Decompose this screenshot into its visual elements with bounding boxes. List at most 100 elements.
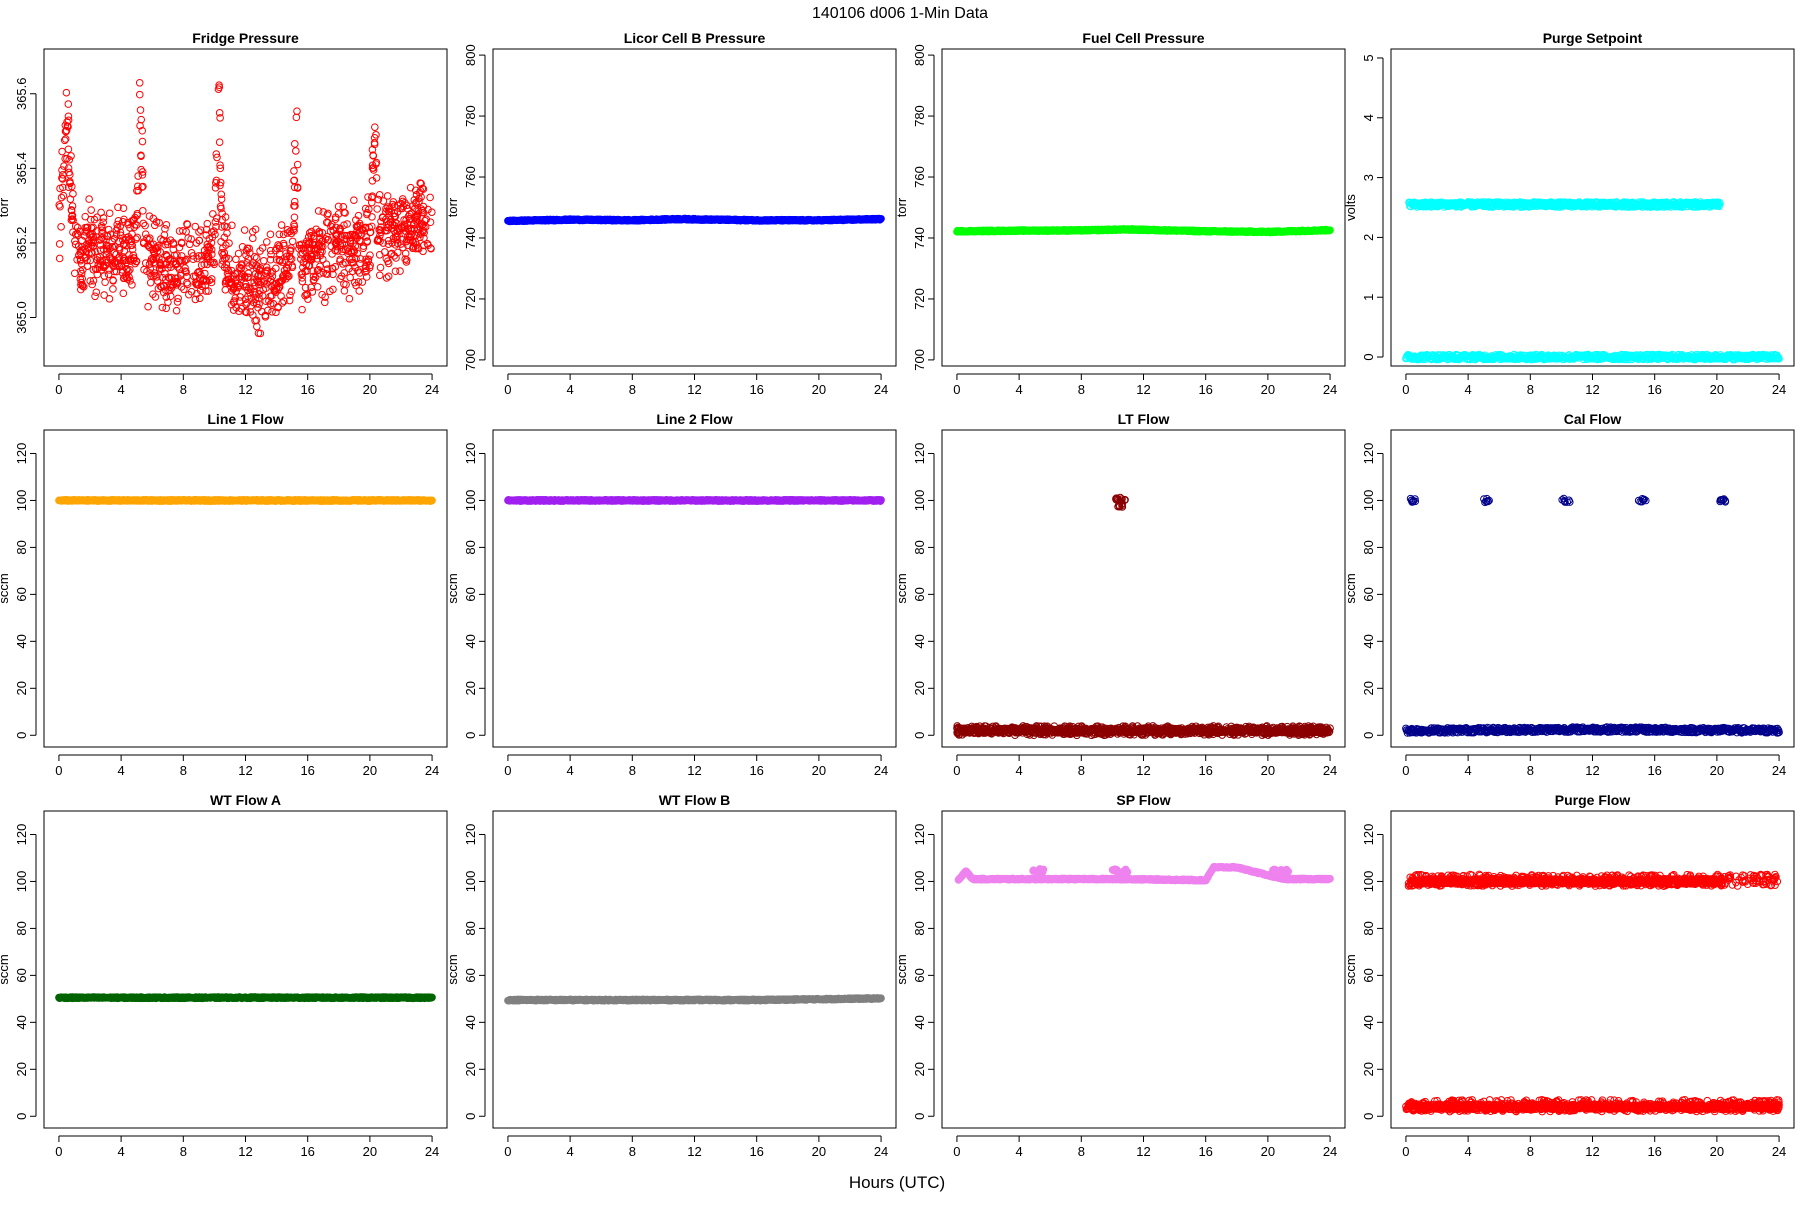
y-tick-label: 720 bbox=[463, 288, 478, 310]
data-point bbox=[135, 173, 142, 180]
y-tick-label: 100 bbox=[14, 490, 29, 512]
y-tick-label: 740 bbox=[912, 227, 927, 249]
data-point bbox=[293, 114, 300, 121]
panel-title: Licor Cell B Pressure bbox=[624, 30, 766, 46]
data-point bbox=[136, 91, 143, 98]
data-point bbox=[249, 235, 256, 242]
y-tick-label: 120 bbox=[14, 443, 29, 465]
data-point bbox=[59, 148, 66, 155]
data-point bbox=[67, 171, 74, 178]
data-point bbox=[429, 497, 436, 504]
data-point bbox=[267, 231, 274, 238]
x-tick-label: 4 bbox=[567, 382, 574, 397]
data-point bbox=[385, 273, 392, 280]
data-point bbox=[58, 194, 65, 201]
data-point bbox=[258, 308, 265, 315]
data-point bbox=[134, 234, 141, 241]
x-tick-label: 24 bbox=[425, 763, 439, 778]
x-tick-label: 8 bbox=[1078, 382, 1085, 397]
x-tick-label: 4 bbox=[118, 382, 125, 397]
figure-title: 140106 d006 1-Min Data bbox=[812, 5, 988, 22]
x-tick-label: 24 bbox=[1772, 382, 1786, 397]
x-tick-label: 0 bbox=[504, 382, 511, 397]
data-point bbox=[102, 279, 109, 286]
data-point bbox=[291, 214, 298, 221]
panel-title: Fuel Cell Pressure bbox=[1082, 30, 1204, 46]
data-point bbox=[86, 196, 93, 203]
data-point bbox=[138, 116, 145, 123]
data-point bbox=[147, 279, 154, 286]
x-tick-label: 0 bbox=[55, 382, 62, 397]
data-point bbox=[427, 194, 434, 201]
data-points bbox=[505, 215, 885, 225]
data-point bbox=[216, 139, 223, 146]
data-point bbox=[137, 107, 144, 114]
y-tick-label: 740 bbox=[463, 227, 478, 249]
data-point bbox=[260, 257, 267, 264]
x-tick-label: 24 bbox=[874, 763, 888, 778]
y-tick-label: 80 bbox=[14, 540, 29, 554]
x-tick-label: 12 bbox=[238, 763, 252, 778]
y-tick-label: 365.2 bbox=[14, 227, 29, 260]
data-point bbox=[346, 295, 353, 302]
data-point bbox=[80, 267, 87, 274]
data-point bbox=[233, 256, 240, 263]
data-point bbox=[66, 157, 73, 164]
data-point bbox=[56, 241, 63, 248]
x-tick-label: 0 bbox=[1402, 382, 1409, 397]
x-tick-label: 12 bbox=[687, 382, 701, 397]
x-tick-label: 4 bbox=[118, 763, 125, 778]
x-tick-label: 20 bbox=[812, 763, 826, 778]
data-point bbox=[314, 284, 321, 291]
data-point bbox=[88, 207, 95, 214]
plot-frame bbox=[942, 49, 1345, 366]
data-point bbox=[315, 208, 322, 215]
y-tick-label: 0 bbox=[14, 732, 29, 739]
y-tick-label: 0 bbox=[463, 732, 478, 739]
y-tick-label: 700 bbox=[912, 349, 927, 371]
y-axis-label: volts bbox=[1343, 194, 1358, 221]
data-point bbox=[136, 79, 143, 86]
data-point bbox=[58, 224, 65, 231]
data-point bbox=[278, 222, 285, 229]
y-tick-label: 5 bbox=[1361, 54, 1376, 61]
x-tick-label: 4 bbox=[567, 763, 574, 778]
panel-title: Line 1 Flow bbox=[207, 411, 283, 427]
y-tick-label: 4 bbox=[1361, 114, 1376, 121]
y-tick-label: 40 bbox=[463, 634, 478, 648]
data-point bbox=[384, 193, 391, 200]
x-tick-label: 16 bbox=[300, 382, 314, 397]
x-tick-label: 0 bbox=[55, 763, 62, 778]
data-point bbox=[65, 101, 72, 108]
data-point bbox=[218, 238, 225, 245]
y-tick-label: 365.4 bbox=[14, 152, 29, 185]
y-tick-label: 780 bbox=[463, 105, 478, 127]
data-point bbox=[294, 161, 301, 168]
data-point bbox=[101, 273, 108, 280]
data-point bbox=[140, 208, 147, 215]
panel-title: Line 2 Flow bbox=[656, 411, 732, 427]
plot-frame bbox=[493, 49, 896, 366]
data-point bbox=[65, 146, 72, 153]
data-point bbox=[372, 124, 379, 131]
x-tick-label: 20 bbox=[363, 382, 377, 397]
data-point bbox=[60, 192, 67, 199]
x-tick-label: 12 bbox=[1136, 382, 1150, 397]
y-tick-label: 40 bbox=[14, 634, 29, 648]
data-point bbox=[407, 184, 414, 191]
data-point bbox=[159, 304, 166, 311]
data-point bbox=[374, 206, 381, 213]
data-point bbox=[341, 287, 348, 294]
data-point bbox=[101, 292, 108, 299]
data-point bbox=[69, 203, 76, 210]
data-point bbox=[291, 168, 298, 175]
data-point bbox=[263, 239, 270, 246]
y-tick-label: 720 bbox=[912, 288, 927, 310]
y-tick-label: 0 bbox=[1361, 353, 1376, 360]
